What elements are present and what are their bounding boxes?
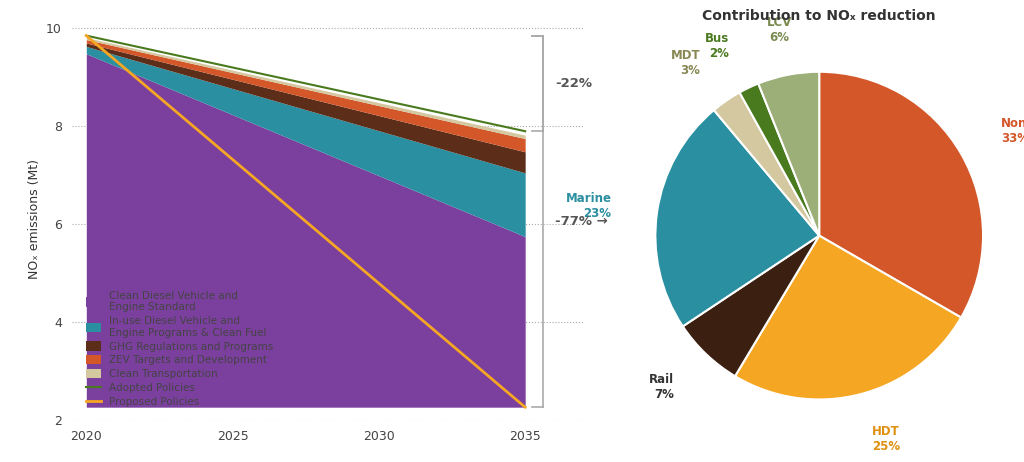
Wedge shape bbox=[735, 236, 962, 400]
Text: -77% →: -77% → bbox=[555, 215, 608, 228]
Text: MDT
3%: MDT 3% bbox=[671, 49, 700, 77]
Text: -22%: -22% bbox=[555, 77, 592, 90]
Y-axis label: NOₓ emissions (Mt): NOₓ emissions (Mt) bbox=[28, 159, 41, 280]
Text: Bus
2%: Bus 2% bbox=[705, 32, 729, 60]
Text: HDT
25%: HDT 25% bbox=[871, 425, 900, 453]
Wedge shape bbox=[739, 84, 819, 236]
Text: Marine
23%: Marine 23% bbox=[565, 192, 611, 220]
Wedge shape bbox=[683, 236, 819, 376]
Text: Non-road
33%: Non-road 33% bbox=[1000, 117, 1024, 145]
Wedge shape bbox=[759, 72, 819, 236]
Text: LCV
6%: LCV 6% bbox=[767, 16, 793, 44]
Text: Rail
7%: Rail 7% bbox=[649, 373, 675, 401]
Wedge shape bbox=[819, 72, 983, 317]
Wedge shape bbox=[655, 110, 819, 326]
Wedge shape bbox=[714, 92, 819, 236]
Legend: Clean Diesel Vehicle and
Engine Standard, In-use Diesel Vehicle and
Engine Progr: Clean Diesel Vehicle and Engine Standard… bbox=[82, 286, 278, 411]
Title: Contribution to NOₓ reduction: Contribution to NOₓ reduction bbox=[702, 9, 936, 23]
